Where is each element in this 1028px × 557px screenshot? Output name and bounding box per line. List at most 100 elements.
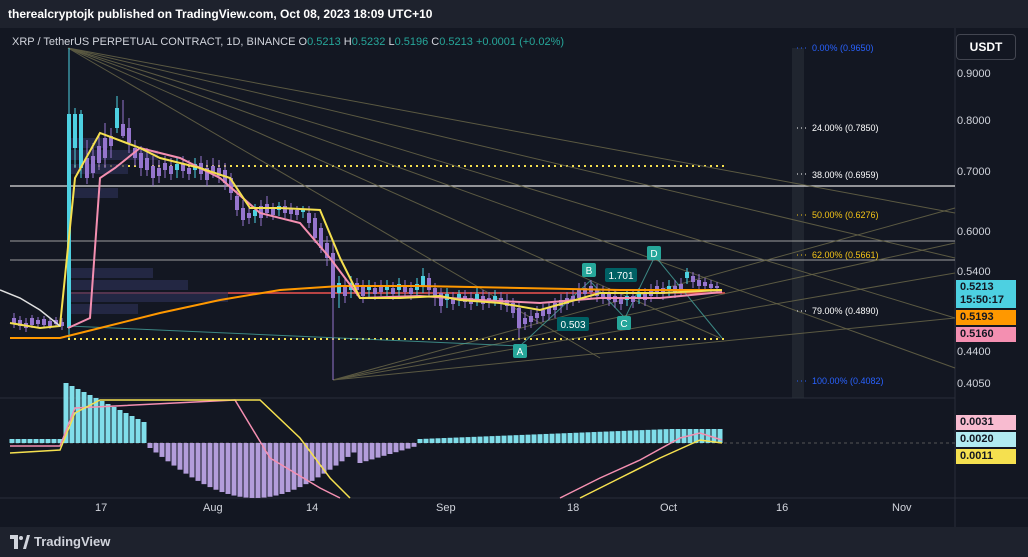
histogram-bar [663,429,669,443]
candle-body [637,294,641,298]
label-c-text: C [620,319,627,330]
candle-body [217,168,221,176]
histogram-bar [81,392,87,443]
candle-body [385,286,389,290]
price-tick-0405: 0.4050 [957,378,991,390]
candle-body [361,286,365,296]
histogram-bar [447,437,453,443]
close-value: 0.5213 [439,36,473,48]
histogram-bar [177,443,183,470]
candle-body [343,286,347,296]
histogram-bar [603,431,609,443]
candle-body [259,206,263,218]
histogram-bar [231,443,237,496]
pink-ma-tag: 0.5160 [956,327,1016,342]
publisher-text: therealcryptojk published on TradingView… [8,7,433,21]
histogram-bar [279,443,285,494]
candle-body [619,298,623,304]
histogram-bar [219,443,225,493]
fib-label-0: 0.00% (0.9650) [812,43,874,53]
candle-body [673,286,677,292]
histogram-bar [147,443,153,448]
candle-body [655,286,659,292]
ma-yellow-line[interactable] [9,131,723,330]
histogram-bar [681,429,687,443]
osc-pink-tag: 0.0031 [956,415,1016,430]
histogram-bar [369,443,375,460]
histogram-bar [261,443,267,498]
candle-body [541,310,545,316]
label-b-text: B [586,266,593,277]
candle-body [427,278,431,290]
histogram-bar [537,434,543,443]
price-tick-0700: 0.7000 [957,166,991,178]
symbol-name[interactable]: XRP / TetherUS PERPETUAL CONTRACT, 1D, B… [12,36,296,48]
time-tick-18: 18 [567,502,580,514]
histogram-bar [573,432,579,443]
histogram-bar [621,430,627,443]
candlestick-series[interactable] [12,48,719,380]
histogram-bar [375,443,381,458]
fib-label-100: 100.00% (0.4082) [812,376,884,386]
histogram-bar [657,429,663,443]
ratio-box-1701[interactable]: 1.701 [605,268,637,282]
brand-name[interactable]: TradingView [34,534,111,549]
histogram-bar [297,443,303,488]
label-b[interactable]: B [582,263,596,277]
currency-button[interactable]: USDT [956,34,1016,60]
label-d[interactable]: D [647,246,661,260]
fib-label-38: 38.00% (0.6959) [812,170,879,180]
chart-area[interactable]: A B C D 1.701 0.503 0.00% (0.9650) 24.00… [0,28,1028,527]
candle-body [373,288,377,294]
histogram-bar [585,432,591,443]
open-label: O [298,36,308,48]
candle-body [517,308,521,328]
histogram-bar [435,438,441,443]
volume-profile [68,138,228,314]
histogram-bar [339,443,345,462]
histogram-bar [249,443,255,498]
histogram-bar [321,443,327,474]
ma-orange-line[interactable] [10,285,722,339]
label-a-text: A [517,347,524,358]
chart-canvas[interactable]: A B C D 1.701 0.503 0.00% (0.9650) 24.00… [0,28,1028,527]
candle-body [12,318,16,324]
time-tick-17: 17 [95,502,108,514]
oscillator-histogram[interactable] [9,383,723,498]
candle-body [601,292,605,298]
osc-signal-yellow[interactable] [9,399,351,499]
white-curve[interactable] [0,289,61,327]
candle-body [313,218,317,238]
ma-pink-line[interactable] [67,146,723,329]
candle-body [421,276,425,286]
histogram-bar [57,439,63,443]
label-a[interactable]: A [513,344,527,358]
histogram-bar [387,443,393,454]
candle-body [307,213,311,223]
ratio-box-0503[interactable]: 0.503 [557,317,589,331]
price-tick-0600: 0.6000 [957,226,991,238]
histogram-bar [351,443,357,453]
candle-body [48,321,52,326]
candle-body [235,196,239,210]
histogram-bar [627,430,633,443]
candle-body [295,210,299,215]
histogram-bar [633,430,639,443]
candle-body [529,316,533,322]
label-c[interactable]: C [617,316,631,330]
tradingview-logo-icon[interactable] [10,535,30,549]
candle-body [289,208,293,214]
histogram-bar [315,443,321,478]
candle-body [18,320,22,326]
osc-signal-pink-right[interactable] [559,432,723,499]
histogram-bar [171,443,177,466]
histogram-bar [579,432,585,443]
osc-signal-yellow-right[interactable] [579,439,723,499]
candle-body [583,288,587,294]
histogram-bar [477,436,483,443]
symbol-legend[interactable]: XRP / TetherUS PERPETUAL CONTRACT, 1D, B… [12,36,564,48]
osc-blue-tag: 0.0020 [956,432,1016,447]
time-tick-oct: Oct [660,502,678,514]
histogram-bar [615,431,621,443]
candle-body [505,300,509,306]
